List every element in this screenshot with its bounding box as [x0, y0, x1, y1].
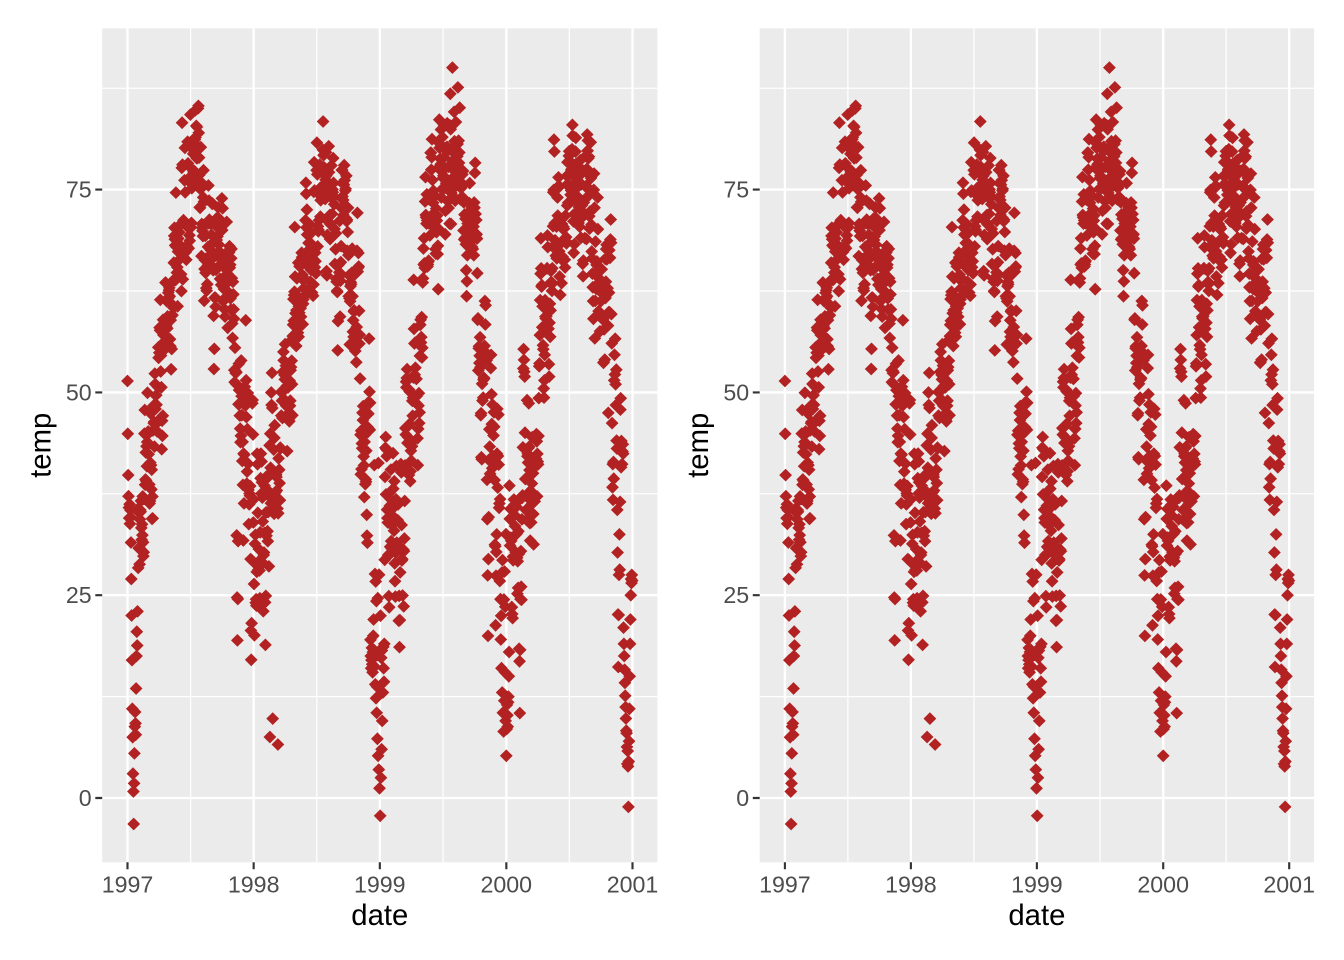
svg-text:25: 25 — [723, 582, 749, 608]
svg-text:25: 25 — [66, 582, 92, 608]
svg-text:2001: 2001 — [1263, 872, 1315, 898]
svg-text:1998: 1998 — [228, 872, 280, 898]
svg-text:75: 75 — [723, 177, 749, 203]
svg-text:2000: 2000 — [481, 872, 533, 898]
svg-text:2001: 2001 — [607, 872, 659, 898]
svg-text:50: 50 — [723, 379, 749, 405]
svg-text:0: 0 — [736, 785, 749, 811]
svg-text:1997: 1997 — [759, 872, 811, 898]
svg-text:0: 0 — [79, 785, 92, 811]
svg-text:2000: 2000 — [1137, 872, 1189, 898]
svg-text:temp: temp — [25, 413, 58, 478]
svg-text:75: 75 — [66, 177, 92, 203]
svg-text:temp: temp — [682, 413, 715, 478]
svg-text:1997: 1997 — [102, 872, 154, 898]
svg-text:1998: 1998 — [885, 872, 937, 898]
svg-text:date: date — [1008, 899, 1065, 932]
svg-text:1999: 1999 — [354, 872, 406, 898]
svg-text:50: 50 — [66, 379, 92, 405]
svg-text:date: date — [351, 899, 408, 932]
svg-text:1999: 1999 — [1011, 872, 1063, 898]
